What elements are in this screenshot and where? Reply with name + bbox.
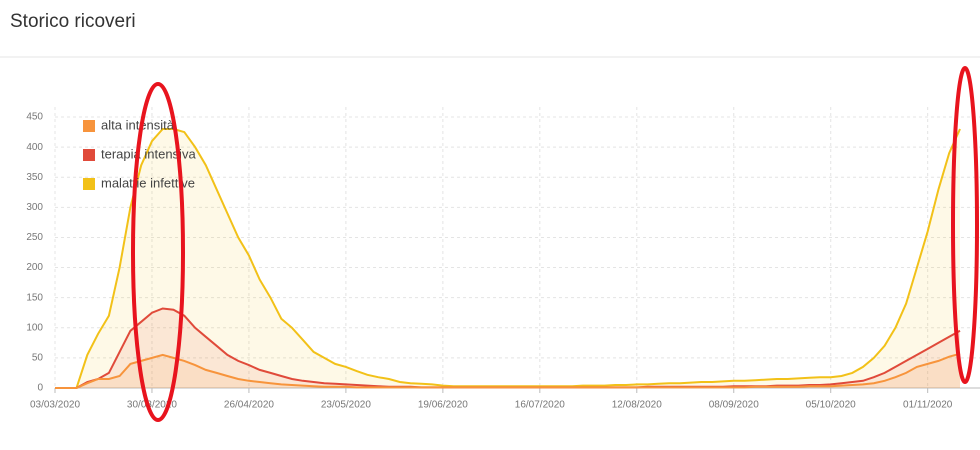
- chart-title: Storico ricoveri: [10, 11, 136, 32]
- legend-swatch: [83, 178, 95, 190]
- legend-label: terapia intensiva: [101, 146, 196, 161]
- x-tick-label: 16/07/2020: [515, 400, 565, 411]
- x-tick-label: 08/09/2020: [709, 400, 759, 411]
- x-tick-label: 12/08/2020: [612, 400, 662, 411]
- area: [55, 308, 960, 388]
- y-tick-label: 50: [32, 353, 44, 364]
- highlight-ellipse: [951, 66, 979, 384]
- line: [55, 352, 961, 389]
- y-tick-label: 400: [26, 142, 43, 153]
- plot: 0 50 100 150 200 250 300 350 400 450 03/03/2020 30/…: [26, 107, 980, 411]
- x-tick-label: 03/03/2020: [30, 400, 80, 411]
- y-tick-label: 450: [26, 112, 43, 123]
- x-tick-label: 01/11/2020: [903, 400, 953, 411]
- legend-label: malattie infettive: [101, 175, 195, 190]
- legend-swatch: [83, 149, 95, 161]
- legend-label: alta intensità: [101, 117, 175, 132]
- x-tick-label: 05/10/2020: [806, 400, 856, 411]
- area: [55, 129, 960, 388]
- x-tick-label: 19/06/2020: [418, 400, 468, 411]
- y-tick-label: 350: [26, 172, 43, 183]
- y-tick-label: 150: [26, 292, 43, 303]
- highlight-ellipse: [131, 82, 185, 422]
- y-tick-label: 300: [26, 202, 43, 213]
- x-tick-label: 26/04/2020: [224, 400, 274, 411]
- y-tick-label: 200: [26, 262, 43, 273]
- y-tick-label: 0: [37, 383, 43, 394]
- y-tick-label: 250: [26, 232, 43, 243]
- x-tick-label: 30/03/2020: [127, 400, 177, 411]
- x-tick-label: 23/05/2020: [321, 400, 371, 411]
- y-tick-label: 100: [26, 322, 43, 333]
- line: [55, 128, 961, 389]
- legend-swatch: [83, 120, 95, 132]
